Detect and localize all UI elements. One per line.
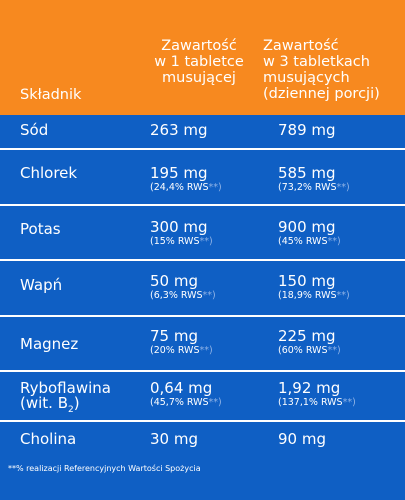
rws-text: (18,9% RWS	[278, 290, 337, 301]
rws-one-tablet: (15% RWS**)	[150, 236, 213, 247]
row-divider	[0, 315, 405, 317]
ingredient-name-note: (wit. B2)	[20, 395, 80, 419]
ingredient-name: Cholina	[20, 430, 77, 448]
rws-stars: **)	[336, 290, 350, 301]
rws-one-tablet: (20% RWS**)	[150, 345, 213, 356]
rws-stars: **)	[208, 397, 222, 408]
ingredient-name: Ryboflawina	[20, 379, 111, 397]
value-one-tablet: 0,64 mg	[150, 379, 213, 397]
rws-one-tablet: (45,7% RWS**)	[150, 397, 222, 408]
header-line: musujących	[263, 70, 350, 86]
rws-text: (137,1% RWS	[278, 397, 343, 408]
rws-text: (6,3% RWS	[150, 290, 203, 301]
value-one-tablet: 50 mg	[150, 272, 198, 290]
value-one-tablet: 300 mg	[150, 218, 208, 236]
ingredient-name: Wapń	[20, 276, 63, 294]
rws-three-tablets: (73,2% RWS**)	[278, 182, 350, 193]
value-one-tablet: 263 mg	[150, 121, 208, 139]
rws-stars: **)	[327, 236, 341, 247]
value-three-tablets: 900 mg	[278, 218, 336, 236]
row-divider	[0, 148, 405, 150]
value-one-tablet: 30 mg	[150, 430, 198, 448]
rws-three-tablets: (60% RWS**)	[278, 345, 341, 356]
column-header-three-tablets: Zawartość w 3 tabletkach musujących (dzi…	[263, 38, 398, 102]
rws-stars: **)	[202, 290, 216, 301]
rws-three-tablets: (18,9% RWS**)	[278, 290, 350, 301]
value-one-tablet: 75 mg	[150, 327, 198, 345]
footnote: **% realizacji Referencyjnych Wartości S…	[8, 464, 201, 473]
header-line: w 1 tabletce	[154, 54, 244, 70]
header-line: (dziennej porcji)	[263, 86, 380, 102]
vitamin-label: (wit. B	[20, 394, 68, 412]
row-divider	[0, 420, 405, 422]
rws-text: (45% RWS	[278, 236, 328, 247]
row-divider	[0, 204, 405, 206]
rws-three-tablets: (137,1% RWS**)	[278, 397, 356, 408]
value-three-tablets: 1,92 mg	[278, 379, 341, 397]
value-one-tablet: 195 mg	[150, 164, 208, 182]
header-line: musującej	[162, 70, 236, 86]
rws-stars: **)	[199, 345, 213, 356]
rws-one-tablet: (24,4% RWS**)	[150, 182, 222, 193]
rws-stars: **)	[336, 182, 350, 193]
value-three-tablets: 789 mg	[278, 121, 336, 139]
column-header-ingredient: Składnik	[20, 87, 82, 103]
rws-text: (24,4% RWS	[150, 182, 209, 193]
rws-text: (20% RWS	[150, 345, 200, 356]
rws-text: (60% RWS	[278, 345, 328, 356]
rws-stars: **)	[327, 345, 341, 356]
row-divider	[0, 259, 405, 261]
rws-text: (45,7% RWS	[150, 397, 209, 408]
rws-text: (15% RWS	[150, 236, 200, 247]
rws-stars: **)	[199, 236, 213, 247]
ingredient-name: Magnez	[20, 335, 79, 353]
header-line: Zawartość	[263, 38, 339, 54]
vitamin-subscript: 2	[68, 405, 74, 415]
ingredient-name: Potas	[20, 220, 61, 238]
value-three-tablets: 225 mg	[278, 327, 336, 345]
header-line: w 3 tabletkach	[263, 54, 370, 70]
value-three-tablets: 150 mg	[278, 272, 336, 290]
rws-one-tablet: (6,3% RWS**)	[150, 290, 216, 301]
value-three-tablets: 90 mg	[278, 430, 326, 448]
table-header: Składnik Zawartość w 1 tabletce musujące…	[0, 0, 405, 115]
row-divider	[0, 370, 405, 372]
ingredient-name: Chlorek	[20, 164, 78, 182]
vitamin-close: )	[73, 394, 80, 412]
rws-text: (73,2% RWS	[278, 182, 337, 193]
column-header-one-tablet: Zawartość w 1 tabletce musującej	[140, 38, 258, 86]
value-three-tablets: 585 mg	[278, 164, 336, 182]
rws-three-tablets: (45% RWS**)	[278, 236, 341, 247]
rws-stars: **)	[208, 182, 222, 193]
rws-stars: **)	[342, 397, 356, 408]
header-line: Zawartość	[161, 38, 237, 54]
ingredient-name: Sód	[20, 121, 49, 139]
